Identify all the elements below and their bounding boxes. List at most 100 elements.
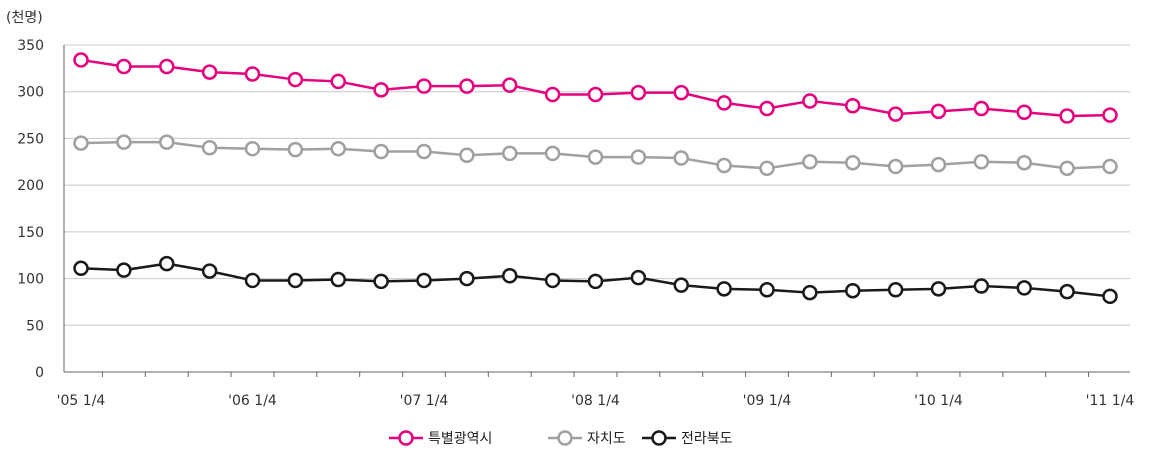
legend-item-1: 특별광역시	[389, 430, 492, 447]
data-point	[459, 270, 475, 287]
data-point	[1016, 154, 1032, 171]
data-point	[887, 282, 904, 298]
data-point	[1102, 158, 1118, 175]
data-point	[373, 82, 389, 98]
data-point	[73, 135, 89, 151]
y-unit-label: (천명)	[6, 10, 43, 26]
series-2	[73, 134, 1118, 177]
data-point	[544, 145, 561, 162]
data-point	[587, 273, 604, 290]
data-point	[587, 149, 604, 165]
data-point	[630, 269, 647, 286]
y-tick-label: 200	[17, 178, 44, 194]
data-point	[544, 86, 561, 103]
data-point	[845, 282, 861, 299]
data-point	[287, 141, 304, 158]
data-point	[759, 160, 775, 177]
data-point	[116, 134, 132, 150]
data-point	[201, 64, 218, 80]
legend-marker	[398, 430, 414, 446]
x-tick-label: '10 1/4	[914, 393, 963, 409]
data-point	[587, 86, 604, 103]
legend-item-2: 자치도	[548, 430, 626, 447]
data-point	[973, 154, 990, 170]
data-point	[373, 273, 389, 290]
data-point	[673, 277, 689, 293]
y-tick-label: 250	[17, 131, 44, 147]
data-point	[845, 154, 861, 171]
data-point	[930, 281, 947, 297]
data-point	[802, 284, 818, 301]
legend-label: 자치도	[587, 431, 626, 447]
data-point	[73, 260, 89, 277]
data-point	[502, 145, 518, 162]
data-point	[887, 106, 904, 122]
data-point	[287, 71, 304, 88]
data-point	[502, 77, 518, 93]
data-point	[673, 84, 689, 101]
data-point	[416, 272, 432, 289]
data-point	[1059, 283, 1075, 300]
data-point	[716, 157, 732, 174]
data-point	[973, 100, 990, 117]
data-point	[73, 52, 89, 68]
data-point	[201, 263, 218, 279]
data-point	[673, 150, 689, 166]
legend-item-3: 전라북도	[642, 430, 733, 447]
data-point	[330, 73, 346, 90]
data-point	[459, 78, 475, 94]
data-point	[802, 93, 818, 109]
data-point	[159, 255, 175, 272]
data-point	[1059, 160, 1075, 177]
y-tick-label: 300	[17, 85, 44, 101]
data-point	[116, 262, 132, 278]
data-point	[973, 278, 990, 294]
data-point	[544, 272, 561, 289]
data-point	[1016, 280, 1032, 296]
x-tick-label: '05 1/4	[57, 393, 106, 409]
data-point	[330, 271, 346, 288]
y-tick-label: 350	[17, 38, 44, 54]
data-point	[1059, 108, 1075, 124]
data-point	[459, 147, 475, 163]
x-tick-label: '08 1/4	[571, 393, 620, 409]
legend-marker	[651, 430, 667, 446]
data-point	[716, 281, 732, 297]
data-point	[930, 103, 947, 120]
data-point	[887, 158, 904, 175]
legend-label: 특별광역시	[428, 431, 492, 447]
series-1	[73, 52, 1118, 124]
x-tick-label: '09 1/4	[743, 393, 792, 409]
data-point	[1102, 107, 1118, 123]
data-point	[1102, 288, 1118, 305]
data-point	[716, 95, 732, 111]
series-3	[73, 255, 1118, 305]
x-tick-label: '11 1/4	[1086, 393, 1135, 409]
data-point	[287, 272, 304, 289]
legend-marker	[557, 430, 573, 446]
data-point	[416, 78, 432, 94]
data-point	[1016, 104, 1032, 121]
data-point	[159, 134, 175, 150]
data-point	[116, 58, 132, 75]
legend-label: 전라북도	[681, 431, 733, 447]
y-tick-label: 150	[17, 225, 44, 241]
data-point	[244, 140, 261, 157]
x-tick-label: '07 1/4	[400, 393, 449, 409]
x-tick-label: '06 1/4	[228, 393, 277, 409]
legend: 특별광역시 자치도 전라북도	[389, 430, 733, 447]
y-tick-label: 0	[35, 365, 44, 381]
data-point	[244, 66, 261, 82]
data-point	[630, 84, 647, 101]
y-tick-label: 100	[17, 272, 44, 288]
data-point	[930, 156, 947, 173]
data-point	[759, 100, 775, 117]
y-tick-label: 50	[26, 318, 44, 334]
data-point	[802, 154, 818, 170]
data-point	[373, 143, 389, 160]
data-point	[416, 143, 432, 160]
data-point	[330, 140, 346, 157]
data-point	[244, 272, 261, 289]
